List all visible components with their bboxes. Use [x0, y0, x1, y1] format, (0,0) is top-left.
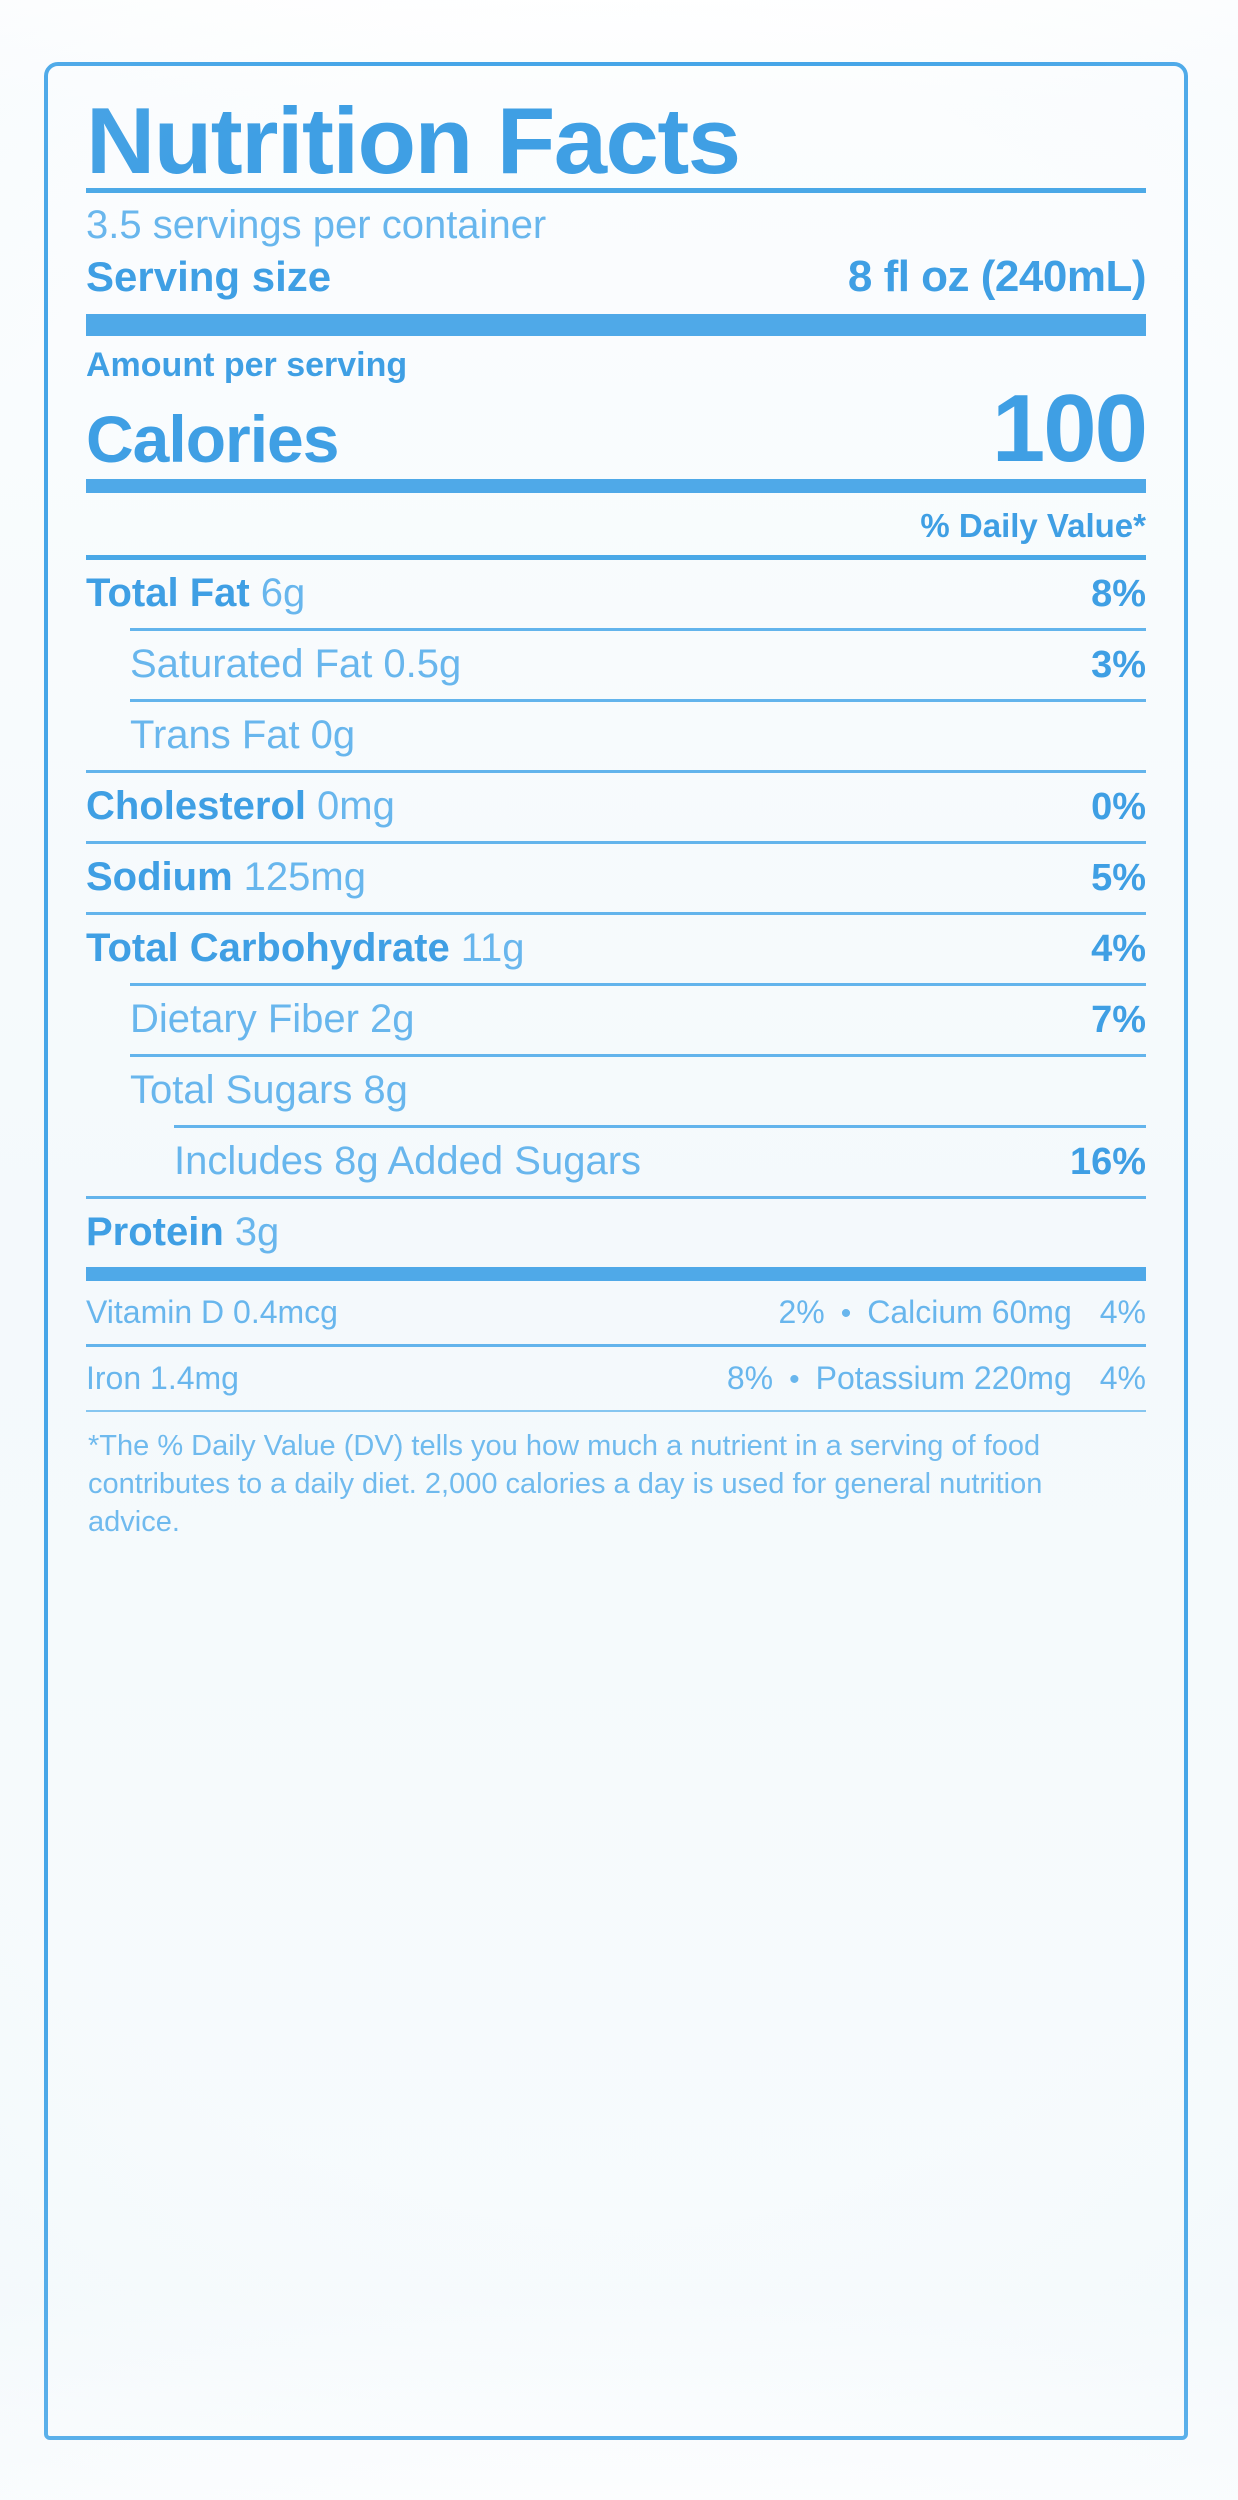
page-title: Nutrition Facts: [86, 88, 741, 193]
servings-per-container: 3.5 servings per container: [86, 203, 547, 247]
nutrient-row: Cholesterol 0mg 0%: [86, 773, 1146, 841]
calories-value: 100: [991, 375, 1148, 482]
nutrient-daily-value: 4%: [1091, 928, 1146, 971]
nutrient-daily-value: 8%: [1091, 573, 1146, 616]
nutrient-name-group: Saturated Fat 0.5g: [86, 642, 461, 687]
nutrient-name: Sodium: [86, 855, 233, 900]
micronutrient-rows: Vitamin D 0.4mcg 2% • Calcium 60mg 4% Iron 1.…: [86, 1281, 1146, 1410]
micronutrient-daily-value: 2%: [778, 1294, 825, 1331]
nutrient-name: Total Sugars: [130, 1068, 353, 1113]
micronutrient-name: Calcium 60mg: [867, 1294, 1072, 1331]
rule-under-title: [86, 188, 1146, 193]
rule-below-calories: [86, 479, 1146, 494]
amount-per-serving-label: Amount per serving: [86, 346, 408, 384]
micronutrient-row: Iron 1.4mg 8% • Potassium 220mg 4%: [86, 1347, 1146, 1410]
micronutrient-separator: [86, 1344, 1146, 1348]
nutrient-row: Dietary Fiber 2g 7%: [86, 986, 1146, 1054]
nutrient-daily-value: 5%: [1091, 857, 1146, 900]
daily-value-header: % Daily Value*: [920, 507, 1146, 545]
micronutrient-name: Vitamin D 0.4mcg: [86, 1294, 338, 1331]
nutrient-row: Total Carbohydrate 11g 4%: [86, 915, 1146, 983]
nutrient-name-group: Includes 8g Added Sugars: [86, 1139, 641, 1184]
nutrient-name: Total Fat: [86, 571, 250, 616]
row-separator: [174, 1125, 1146, 1129]
nutrient-daily-value: 7%: [1091, 999, 1146, 1042]
nutrient-amount: 6g: [260, 571, 306, 616]
micronutrient-name: Iron 1.4mg: [86, 1360, 239, 1397]
nutrient-name-group: Cholesterol 0mg: [86, 784, 395, 829]
nutrient-amount: 0g: [310, 713, 356, 758]
nutrient-daily-value: 3%: [1091, 644, 1146, 687]
bullet-separator-icon: •: [840, 1297, 852, 1331]
row-separator: [86, 912, 1146, 916]
row-separator: [130, 983, 1146, 987]
row-separator: [86, 770, 1146, 774]
nutrient-name-group: Dietary Fiber 2g: [86, 997, 414, 1042]
micronutrient-entry: Calcium 60mg 4%: [867, 1294, 1146, 1331]
nutrient-amount: 0mg: [317, 784, 395, 829]
micronutrient-row: Vitamin D 0.4mcg 2% • Calcium 60mg 4%: [86, 1281, 1146, 1344]
serving-size-value: 8 fl oz (240mL): [847, 252, 1147, 301]
nutrition-facts-content: Nutrition Facts 3.5 servings per contain…: [86, 66, 1148, 1541]
nutrient-name: Total Carbohydrate: [86, 926, 450, 971]
calories-row: Calories 100: [86, 375, 1148, 482]
nutrient-name-group: Total Carbohydrate 11g: [86, 926, 525, 971]
micronutrient-daily-value: 8%: [726, 1360, 774, 1397]
nutrient-row: Total Fat 6g 8%: [86, 560, 1146, 628]
nutrient-amount: 125mg: [243, 855, 366, 900]
nutrient-name: Protein: [86, 1210, 224, 1255]
nutrient-row: Includes 8g Added Sugars 16%: [86, 1128, 1146, 1196]
nutrient-row: Trans Fat 0g: [86, 702, 1146, 770]
micronutrient-entry: Potassium 220mg 4%: [816, 1360, 1146, 1397]
rule-below-protein: [86, 1267, 1146, 1282]
nutrient-rows: Total Fat 6g 8% Saturated Fat 0.5g 3% Trans Fa…: [86, 560, 1146, 1267]
nutrient-name: Saturated Fat: [130, 642, 373, 687]
nutrient-name: Trans Fat: [130, 713, 300, 758]
micronutrient-name: Potassium 220mg: [815, 1360, 1072, 1397]
calories-label: Calories: [86, 402, 339, 476]
row-separator: [86, 841, 1146, 845]
nutrient-name: Cholesterol: [86, 784, 307, 829]
nutrition-facts-panel: Nutrition Facts 3.5 servings per contain…: [44, 62, 1188, 2440]
serving-size-row: Serving size 8 fl oz (240mL): [86, 250, 1147, 314]
nutrient-amount: 8g: [363, 1068, 408, 1113]
nutrient-name-group: Protein 3g: [86, 1210, 279, 1255]
bullet-separator-icon: •: [789, 1363, 800, 1397]
nutrient-amount: 3g: [234, 1210, 280, 1255]
serving-size-label: Serving size: [86, 253, 332, 300]
row-separator: [130, 628, 1146, 632]
micronutrient-daily-value: 4%: [1099, 1294, 1146, 1331]
micronutrient-entry: Vitamin D 0.4mcg 2%: [86, 1294, 825, 1331]
nutrient-name-group: Trans Fat 0g: [86, 713, 355, 758]
nutrient-name-group: Total Fat 6g: [86, 571, 305, 616]
nutrient-daily-value: 16%: [1069, 1141, 1146, 1184]
nutrient-row: Protein 3g: [86, 1199, 1146, 1267]
nutrient-amount: 11g: [460, 926, 525, 971]
nutrient-daily-value: 0%: [1091, 786, 1146, 829]
nutrient-name: Dietary Fiber: [130, 997, 359, 1042]
nutrient-row: Saturated Fat 0.5g 3%: [86, 631, 1146, 699]
micronutrient-daily-value: 4%: [1099, 1360, 1146, 1397]
nutrient-row: Total Sugars 8g: [86, 1057, 1146, 1125]
row-separator: [130, 699, 1146, 703]
nutrient-name-group: Sodium 125mg: [86, 855, 366, 900]
row-separator: [130, 1054, 1146, 1058]
nutrient-name-group: Total Sugars 8g: [86, 1068, 408, 1113]
row-separator: [86, 1196, 1146, 1200]
micronutrient-entry: Iron 1.4mg 8%: [86, 1360, 773, 1397]
nutrient-amount: 0.5g: [383, 642, 462, 687]
daily-value-footnote: *The % Daily Value (DV) tells you how mu…: [88, 1430, 1043, 1538]
rule-above-footnote: [86, 1410, 1146, 1413]
nutrient-row: Sodium 125mg 5%: [86, 844, 1146, 912]
rule-under-dv-header: [86, 555, 1146, 561]
nutrient-amount: 2g: [369, 997, 415, 1042]
rule-above-calories: [86, 314, 1146, 336]
nutrient-name: Includes 8g Added Sugars: [174, 1139, 642, 1184]
